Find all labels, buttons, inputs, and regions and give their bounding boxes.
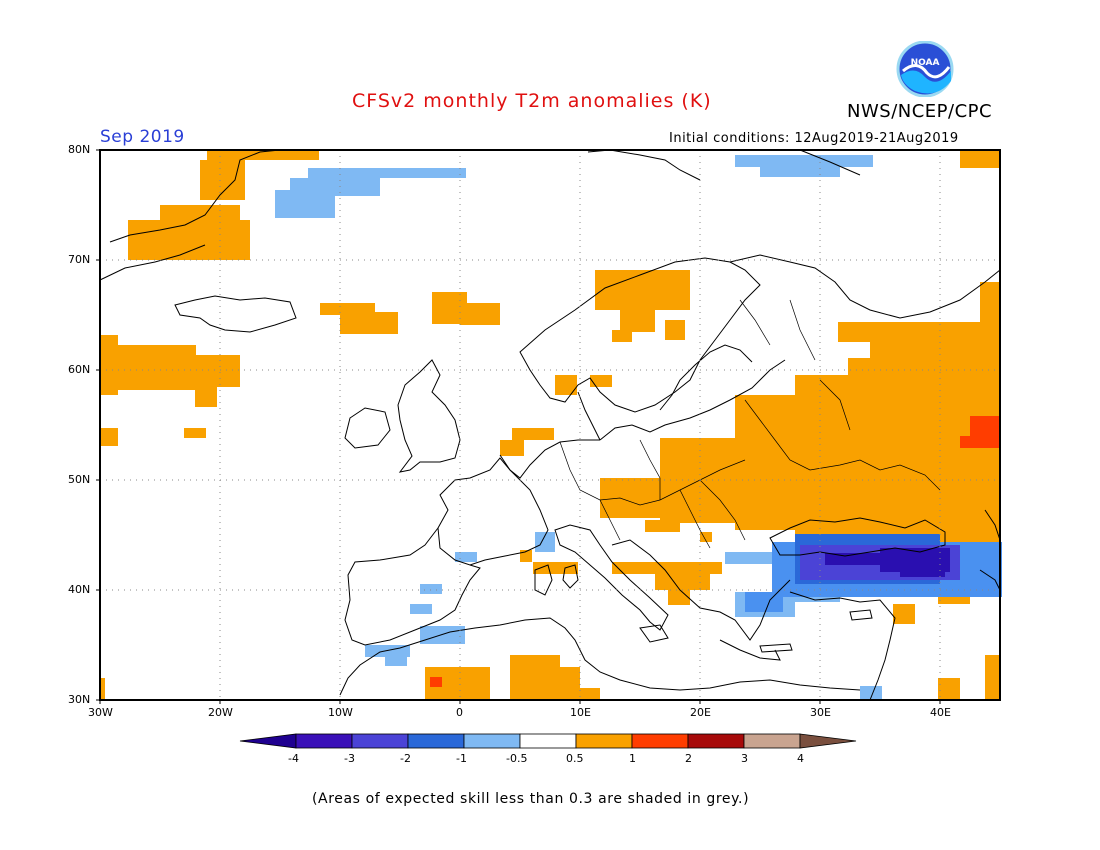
colorbar-label: 3 — [741, 752, 748, 765]
chart-title: CFSv2 monthly T2m anomalies (K) — [352, 90, 712, 112]
colorbar-label: -2 — [400, 752, 411, 765]
initial-conditions: Initial conditions: 12Aug2019-21Aug2019 — [669, 131, 959, 146]
warm-anomaly-shading — [100, 150, 1000, 700]
lon-label-20e: 20E — [690, 706, 711, 719]
colorbar — [239, 733, 857, 749]
lon-label-30e: 30E — [810, 706, 831, 719]
coastlines — [99, 149, 1001, 701]
lat-label-40n: 40N — [68, 583, 91, 596]
colorbar-label: -3 — [344, 752, 355, 765]
colorbar-max-arrow — [799, 733, 857, 749]
lon-label-10w: 10W — [328, 706, 353, 719]
logo-text: NOAA — [911, 58, 940, 68]
lon-label-20w: 20W — [208, 706, 233, 719]
colorbar-label: 2 — [685, 752, 692, 765]
lon-label-30w: 30W — [88, 706, 113, 719]
lon-label-10e: 10E — [570, 706, 591, 719]
skill-note: (Areas of expected skill less than 0.3 a… — [312, 791, 750, 807]
lon-label-40e: 40E — [930, 706, 951, 719]
colorbar-label: -1 — [456, 752, 467, 765]
country-borders — [559, 299, 941, 549]
lat-label-60n: 60N — [68, 363, 91, 376]
lat-label-50n: 50N — [68, 473, 91, 486]
noaa-logo: NOAA — [896, 41, 954, 97]
colorbar-label: -0.5 — [506, 752, 528, 765]
lat-label-30n: 30N — [68, 693, 91, 706]
lon-label-0: 0 — [456, 706, 463, 719]
colorbar-label: 4 — [797, 752, 804, 765]
map-grid — [100, 150, 1000, 700]
forecast-period: Sep 2019 — [100, 127, 185, 147]
agency-label: NWS/NCEP/CPC — [847, 101, 993, 122]
colorbar-label: 0.5 — [566, 752, 584, 765]
map-frame — [99, 149, 1001, 701]
very-cold-shading — [825, 548, 950, 577]
colorbar-label: -4 — [288, 752, 299, 765]
lat-label-80n: 80N — [68, 143, 91, 156]
colorbar-min-arrow — [239, 733, 297, 749]
hot-anomaly-shading — [430, 416, 1000, 687]
axis-ticks — [96, 149, 941, 704]
lat-label-70n: 70N — [68, 253, 91, 266]
colorbar-label: 1 — [629, 752, 636, 765]
